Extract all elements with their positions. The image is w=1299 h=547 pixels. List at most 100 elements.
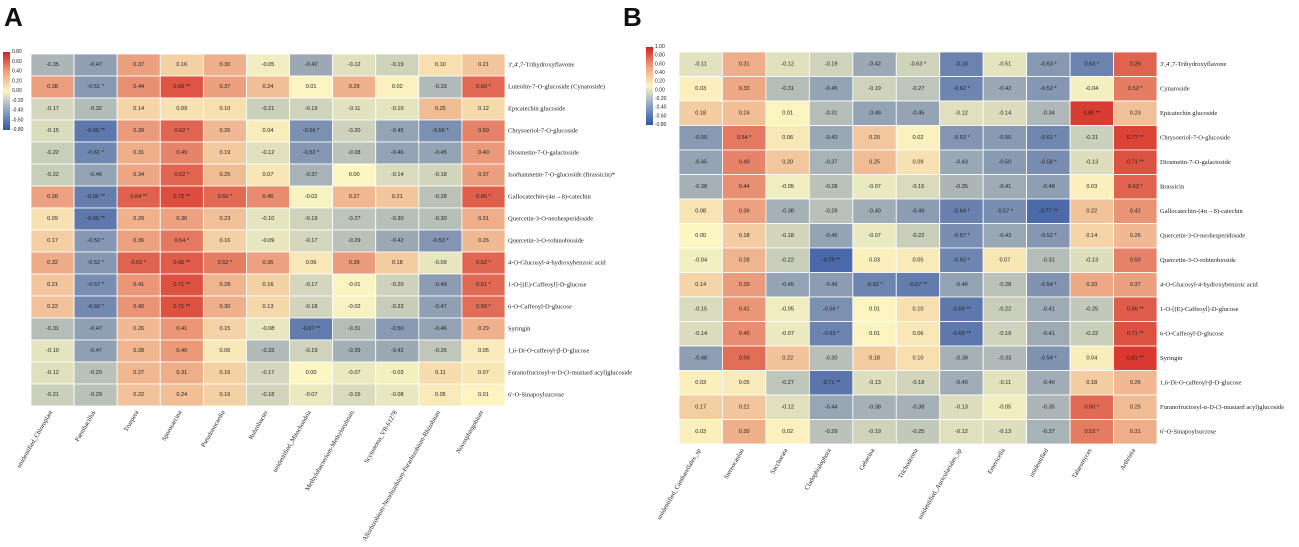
cell-value-label: 0.18 xyxy=(392,260,403,266)
cell-value-label: 0.21 xyxy=(478,62,489,68)
cell-value-label: 0.17 xyxy=(695,404,706,410)
row-label: Gallocatechin-(4α→8)-catechin xyxy=(1160,208,1244,215)
cell-value-label: -0.12 xyxy=(955,110,968,116)
cell-value-label: 0.07 xyxy=(263,172,274,178)
heatmap-cell xyxy=(722,100,767,126)
heatmap-cell xyxy=(1113,149,1158,175)
legend-tick-label: -0.20 xyxy=(655,96,667,102)
cell-value-label: -0.22 xyxy=(781,257,794,263)
cell-value-label: 0.16 xyxy=(219,370,230,376)
cell-value-label: 0.10 xyxy=(913,306,924,312)
heatmap-cell xyxy=(808,296,854,322)
cell-value-label: 0.33 xyxy=(739,86,750,92)
cell-value-label: 0.61 * xyxy=(476,282,491,288)
heatmap-cell xyxy=(678,76,723,102)
heatmap-cell xyxy=(765,345,810,371)
cell-value-label: -0.28 xyxy=(825,184,838,190)
cell-value-label: 0.10 xyxy=(913,355,924,361)
cell-value-label: 0.54 * xyxy=(175,238,190,244)
cell-value-label: -0.67 ** xyxy=(909,282,928,288)
cell-value-label: 0.45 xyxy=(739,331,750,337)
cell-value-label: -0.05 xyxy=(781,184,794,190)
heatmap-cell xyxy=(852,223,897,249)
row-label: Quercetin-3-O-neohesperidoside xyxy=(508,216,593,223)
legend-tick-label: 0.00 xyxy=(12,88,22,94)
heatmap-cell xyxy=(1069,345,1114,371)
cell-value-label: -0.30 xyxy=(391,216,404,222)
cell-value-label: -0.61 * xyxy=(1040,135,1057,141)
cell-value-label: -0.42 xyxy=(999,86,1012,92)
cell-value-label: 0.36 xyxy=(47,194,58,200)
cell-value-label: -0.17 xyxy=(305,238,318,244)
row-label: 1-O-[(E)-Caffeoyl]-D-glucose xyxy=(508,282,587,289)
column-label: Talaromyces xyxy=(1071,447,1094,480)
cell-value-label: -0.52 * xyxy=(87,238,104,244)
cell-value-label: -0.42 xyxy=(391,238,404,244)
cell-value-label: -0.04 xyxy=(694,257,707,263)
cell-value-label: -0.69 ** xyxy=(952,306,971,312)
row-label: Quercetin-3-O-robinobioside xyxy=(1160,257,1236,264)
heatmap-cell xyxy=(808,76,854,102)
cell-value-label: -0.56 * xyxy=(303,128,320,134)
cell-value-label: -0.18 xyxy=(305,304,318,310)
cell-value-label: -0.15 xyxy=(46,128,59,134)
cell-value-label: 0.12 xyxy=(478,106,489,112)
legend-tick-label: -0.80 xyxy=(12,127,24,133)
column-label: unidentified_Auriculariales_sp xyxy=(917,447,963,520)
cell-value-label: 0.37 xyxy=(219,84,230,90)
row-label: 3',4',7-Trihydroxyflavone xyxy=(508,62,574,69)
cell-value-label: -0.49 xyxy=(825,282,838,288)
column-label: Paenibacillus xyxy=(74,409,98,443)
cell-value-label: -0.49 xyxy=(912,208,925,214)
cell-value-label: -0.05 xyxy=(781,306,794,312)
cell-value-label: -0.66 ** xyxy=(86,194,105,200)
heatmap-cell xyxy=(808,174,854,200)
heatmap-cell xyxy=(939,125,984,151)
heatmap-cell xyxy=(678,198,723,224)
cell-value-label: -0.45 xyxy=(825,233,838,239)
heatmap-cell xyxy=(1069,370,1114,396)
cell-value-label: 0.14 xyxy=(695,282,706,288)
cell-value-label: 0.80 ** xyxy=(1083,110,1101,116)
cell-value-label: -0.28 xyxy=(999,282,1012,288)
cell-value-label: -0.31 xyxy=(781,86,794,92)
heatmap-cell xyxy=(1026,321,1071,347)
heatmap-cell xyxy=(808,272,854,298)
row-label: Furanofructosyl-α-D-(3-mustard acyl)gluc… xyxy=(1160,404,1284,411)
heatmap-cell xyxy=(678,370,723,396)
cell-value-label: -0.67 ** xyxy=(302,326,321,332)
heatmap-cell xyxy=(808,321,854,347)
heatmap-cell xyxy=(982,51,1028,77)
heatmap-panel-b: -0.11 0.31 -0.12 -0.19 -0.42 -0.63 * -0.10 -0.5… xyxy=(646,44,1284,521)
cell-value-label: 0.65 * xyxy=(476,194,491,200)
cell-value-label: 0.31 xyxy=(133,150,144,156)
heatmap-cell xyxy=(678,100,723,126)
cell-value-label: 0.81 ** xyxy=(1127,355,1145,361)
cell-value-label: -0.38 xyxy=(694,184,707,190)
cell-value-label: -0.25 xyxy=(912,429,925,435)
cell-value-label: 0.24 xyxy=(263,84,274,90)
cell-value-label: -0.38 xyxy=(955,355,968,361)
cell-value-label: 0.40 xyxy=(176,348,187,354)
cell-value-label: -0.20 xyxy=(391,282,404,288)
heatmap-cell xyxy=(852,100,897,126)
cell-value-label: 0.37 xyxy=(1130,282,1141,288)
cell-value-label: 0.03 xyxy=(695,380,706,386)
heatmap-cell xyxy=(1026,174,1071,200)
legend-tick-label: 0.40 xyxy=(12,69,22,75)
row-label: Chrysoeriol-7-O-glucoside xyxy=(1160,134,1230,141)
cell-value-label: 0.71 ** xyxy=(173,282,191,288)
cell-value-label: 0.66 ** xyxy=(1127,306,1145,312)
cell-value-label: -0.11 xyxy=(999,380,1011,386)
cell-value-label: 0.06 xyxy=(782,135,793,141)
cell-value-label: -0.17 xyxy=(305,282,318,288)
row-label: Isorhamnetin-7-O-glucoside (Brassicin)* xyxy=(508,172,615,179)
row-label: 1-O-[(E)-Caffeoyl]-D-glucose xyxy=(1160,306,1239,313)
cell-value-label: -0.19 xyxy=(868,429,881,435)
heatmap-cell xyxy=(982,125,1028,151)
legend-tick-label: -0.20 xyxy=(12,98,24,104)
cell-value-label: 0.01 xyxy=(869,306,880,312)
cell-value-label: -0.12 xyxy=(262,150,275,156)
legend-color-bar xyxy=(3,52,10,130)
cell-value-label: -0.13 xyxy=(955,404,968,410)
